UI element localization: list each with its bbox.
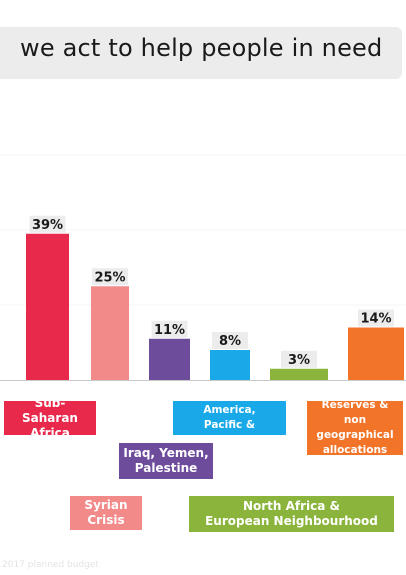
value-label-bg	[212, 332, 248, 349]
value-label-bg	[281, 350, 317, 368]
value-label-bg	[151, 320, 188, 338]
footnote: 2017 planned budget	[2, 560, 99, 570]
value-label-bg	[92, 268, 128, 286]
bar	[149, 338, 190, 380]
category-label: Sub-Saharan Africa	[4, 396, 96, 440]
value-label: 25%	[94, 270, 125, 285]
value-label: 39%	[32, 218, 63, 233]
bar	[210, 350, 250, 380]
category-label: North Africa & European Neighbourhood	[189, 496, 394, 532]
title-banner	[0, 27, 402, 79]
value-label: 14%	[360, 312, 391, 327]
value-label-bg	[29, 215, 66, 233]
bar-chart: 39% 25% 11% 8% 3% 14%	[0, 154, 406, 381]
bar	[348, 327, 404, 380]
value-label: 3%	[288, 353, 310, 368]
category-label: Asia, Latin America, Pacific & Caribbean	[173, 389, 286, 446]
value-label: 11%	[154, 323, 185, 338]
category-label: Syrian Crisis	[70, 496, 142, 530]
bar	[26, 233, 69, 380]
value-label: 8%	[219, 334, 241, 349]
bar	[270, 368, 328, 380]
bar	[91, 286, 129, 380]
category-label: Iraq, Yemen, Palestine	[119, 443, 213, 479]
category-label: Reserves & non geographical allocations	[307, 399, 403, 456]
chart-title: we act to help people in need	[20, 34, 383, 62]
value-label-bg	[358, 309, 394, 327]
